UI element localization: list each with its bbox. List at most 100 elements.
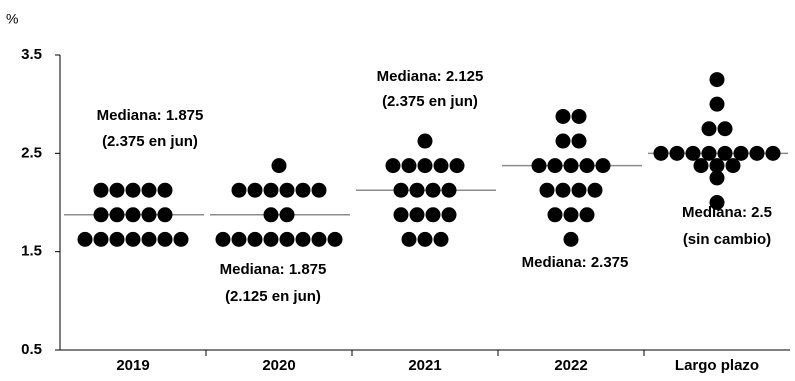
dot [157, 207, 173, 223]
dot [157, 231, 173, 247]
dot [685, 145, 701, 161]
dot [231, 182, 247, 198]
dot [109, 207, 125, 223]
dot [563, 158, 579, 174]
dot [279, 207, 295, 223]
dot [173, 231, 189, 247]
dot [109, 182, 125, 198]
dot [571, 133, 587, 149]
dot [263, 207, 279, 223]
annotation: Mediana: 2.5 [682, 204, 772, 221]
dot [125, 182, 141, 198]
dot [725, 158, 741, 174]
dot [247, 182, 263, 198]
x-tick-label: 2022 [554, 357, 587, 374]
dot [295, 231, 311, 247]
dot [701, 145, 717, 161]
dot [311, 231, 327, 247]
dot [717, 145, 733, 161]
dot [709, 195, 725, 210]
dot [433, 231, 449, 247]
dot [157, 182, 173, 198]
dot [93, 207, 109, 223]
dot [125, 231, 141, 247]
annotation: (2.375 en jun) [102, 133, 198, 150]
annotation: Mediana: 1.875 [97, 107, 204, 124]
dot [311, 182, 327, 198]
dot [231, 231, 247, 247]
dot [563, 231, 579, 247]
x-tick-label: 2019 [116, 357, 149, 374]
dot [263, 182, 279, 198]
dot [653, 145, 669, 161]
dot [579, 207, 595, 223]
dot [401, 158, 417, 174]
dot [125, 207, 141, 223]
dot [327, 231, 343, 247]
x-tick-label: Largo plazo [675, 357, 759, 374]
dot [409, 207, 425, 223]
dot [547, 158, 563, 174]
dot [279, 182, 295, 198]
y-tick-label: 2.5 [21, 144, 42, 161]
dot [531, 158, 547, 174]
dot [579, 158, 595, 174]
dot [701, 121, 717, 137]
dot [555, 182, 571, 198]
annotation: (sin cambio) [683, 231, 771, 248]
dot [401, 231, 417, 247]
dot [709, 158, 725, 174]
annotation: Mediana: 2.125 [377, 68, 484, 85]
dot [433, 158, 449, 174]
dot [141, 207, 157, 223]
dot [393, 182, 409, 198]
annotation: Mediana: 1.875 [220, 261, 327, 278]
dot [247, 231, 263, 247]
dot [441, 207, 457, 223]
dot [409, 182, 425, 198]
dot [587, 182, 603, 198]
y-tick-label: 0.5 [21, 341, 42, 358]
dot [749, 145, 765, 161]
dot [449, 158, 465, 174]
dot [709, 72, 725, 88]
dot [717, 121, 733, 137]
dot [141, 231, 157, 247]
dot [417, 158, 433, 174]
dot [765, 145, 781, 161]
dot [77, 231, 93, 247]
dot [141, 182, 157, 198]
y-axis-label: % [6, 11, 18, 27]
dot [709, 96, 725, 112]
dot [215, 231, 231, 247]
dot [109, 231, 125, 247]
annotation: (2.125 en jun) [225, 288, 321, 305]
dot [539, 182, 555, 198]
dot [441, 182, 457, 198]
dot [709, 170, 725, 186]
dot [417, 133, 433, 149]
x-tick-label: 2021 [408, 357, 441, 374]
dot [669, 145, 685, 161]
y-tick-label: 3.5 [21, 46, 42, 63]
annotation: Mediana: 2.375 [522, 254, 629, 271]
dot [571, 108, 587, 124]
dot [563, 207, 579, 223]
y-tick-label: 1.5 [21, 243, 42, 260]
dot [93, 182, 109, 198]
dot [571, 182, 587, 198]
dot [547, 207, 563, 223]
dot [555, 108, 571, 124]
dot [417, 231, 433, 247]
dot [733, 145, 749, 161]
dot [425, 207, 441, 223]
dot [263, 231, 279, 247]
annotation: (2.375 en jun) [382, 93, 478, 110]
dot [295, 182, 311, 198]
dot [595, 158, 611, 174]
dot [271, 158, 287, 174]
x-tick-label: 2020 [262, 357, 295, 374]
dot [393, 207, 409, 223]
dot [279, 231, 295, 247]
